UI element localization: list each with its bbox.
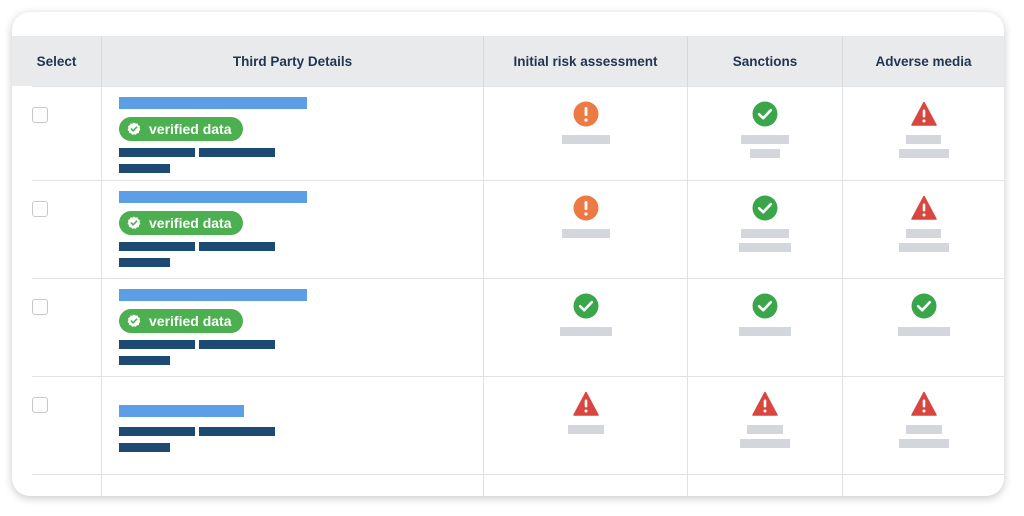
exclamation-circle-icon [573, 101, 598, 127]
check-circle-icon [911, 293, 936, 319]
row-5-risk-cell [483, 474, 687, 496]
header-sanctions: Sanctions [687, 36, 842, 86]
status-placeholder [567, 425, 604, 434]
row-4-select-cell [32, 376, 101, 474]
exclamation-circle-icon [573, 195, 598, 221]
status-placeholder [750, 149, 780, 158]
verified-data-badge: verified data [119, 309, 244, 333]
verified-data-label: verified data [149, 313, 232, 329]
third-party-table-card: Select Third Party Details Initial risk … [12, 12, 1004, 496]
status-placeholder [906, 135, 941, 144]
row-5-adverse-cell [842, 474, 1004, 496]
warning-triangle-icon [910, 391, 937, 416]
verified-data-label: verified data [149, 215, 232, 231]
detail-placeholder [199, 340, 275, 349]
row-2-name-placeholder [119, 191, 307, 203]
detail-placeholder [119, 427, 195, 436]
verified-seal-icon [127, 314, 141, 327]
status-placeholder [559, 327, 612, 336]
warning-triangle-icon [572, 391, 599, 416]
status-placeholder [739, 327, 791, 336]
detail-placeholder [119, 443, 170, 452]
row-4-checkbox[interactable] [32, 397, 48, 413]
verified-seal-icon [127, 122, 141, 135]
warning-triangle-icon [752, 391, 778, 416]
row-5-sanctions-cell [687, 474, 842, 496]
status-placeholder [898, 243, 949, 252]
detail-placeholder [199, 427, 275, 436]
verified-data-badge: verified data [119, 117, 244, 141]
status-placeholder [897, 327, 950, 336]
third-party-table: Select Third Party Details Initial risk … [12, 36, 1004, 496]
row-4-details [101, 376, 483, 474]
row-1-select-cell [32, 86, 101, 180]
verified-data-label: verified data [149, 121, 232, 137]
header-initial-risk-assessment: Initial risk assessment [483, 36, 687, 86]
row-4-sanctions-cell [687, 376, 842, 474]
row-4-risk-cell [483, 376, 687, 474]
detail-placeholder [119, 148, 195, 157]
row-2-select-cell [32, 180, 101, 278]
status-placeholder [561, 229, 610, 238]
header-select: Select [12, 36, 101, 86]
warning-triangle-icon [910, 101, 937, 126]
check-circle-icon [752, 293, 778, 319]
row-3-select-cell [32, 278, 101, 376]
detail-placeholder [119, 340, 195, 349]
status-placeholder [741, 229, 789, 238]
row-4-adverse-cell [842, 376, 1004, 474]
row-1-sanctions-cell [687, 86, 842, 180]
check-circle-icon [752, 101, 778, 127]
header-third-party-details: Third Party Details [101, 36, 483, 86]
status-placeholder [898, 149, 949, 158]
row-2-checkbox[interactable] [32, 201, 48, 217]
detail-placeholder [119, 356, 170, 365]
row-3-checkbox[interactable] [32, 299, 48, 315]
detail-placeholder [119, 258, 170, 267]
row-5-details [101, 474, 483, 496]
status-placeholder [739, 243, 791, 252]
status-placeholder [740, 439, 790, 448]
warning-triangle-icon [910, 195, 937, 220]
verified-seal-icon [127, 216, 141, 229]
row-3-adverse-cell [842, 278, 1004, 376]
status-placeholder [741, 135, 789, 144]
row-3-details: verified data [101, 278, 483, 376]
row-4-name-placeholder [119, 405, 244, 417]
verified-data-badge: verified data [119, 211, 244, 235]
row-3-risk-cell [483, 278, 687, 376]
row-5-select-cell [32, 474, 101, 496]
row-2-sanctions-cell [687, 180, 842, 278]
check-circle-icon [573, 293, 598, 319]
header-adverse-media: Adverse media [842, 36, 1004, 86]
check-circle-icon [752, 195, 778, 221]
status-placeholder [898, 439, 949, 448]
row-2-risk-cell [483, 180, 687, 278]
detail-placeholder [199, 242, 275, 251]
row-1-risk-cell [483, 86, 687, 180]
status-placeholder [905, 425, 942, 434]
row-1-checkbox[interactable] [32, 107, 48, 123]
row-3-sanctions-cell [687, 278, 842, 376]
detail-placeholder [199, 148, 275, 157]
status-placeholder [906, 229, 941, 238]
status-placeholder [747, 425, 783, 434]
status-placeholder [561, 135, 610, 144]
row-2-adverse-cell [842, 180, 1004, 278]
detail-placeholder [119, 242, 195, 251]
row-2-details: verified data [101, 180, 483, 278]
row-1-adverse-cell [842, 86, 1004, 180]
row-1-name-placeholder [119, 97, 307, 109]
row-3-name-placeholder [119, 289, 307, 301]
detail-placeholder [119, 164, 170, 173]
row-1-details: verified data [101, 86, 483, 180]
